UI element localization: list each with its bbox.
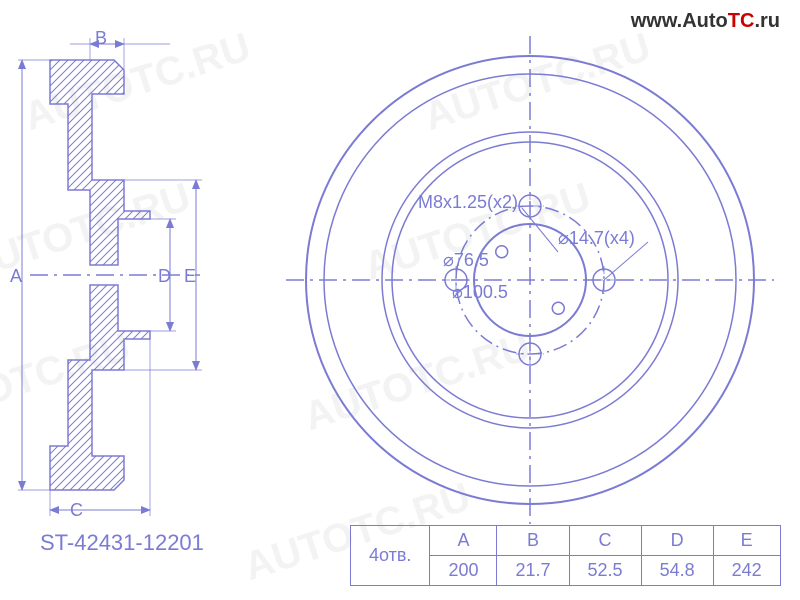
hub-dia-label: ⌀76.5 bbox=[443, 250, 489, 271]
col-C: C bbox=[569, 526, 641, 556]
val-B: 21.7 bbox=[497, 556, 569, 586]
bolt-dia-label: ⌀14.7(x4) bbox=[558, 228, 635, 249]
dim-label-E: E bbox=[184, 266, 196, 287]
dim-label-A: A bbox=[10, 266, 22, 287]
val-C: 52.5 bbox=[569, 556, 641, 586]
pcd-label: ⌀100.5 bbox=[452, 282, 508, 303]
col-E: E bbox=[713, 526, 780, 556]
thread-label: M8x1.25(x2) bbox=[418, 192, 518, 213]
col-D: D bbox=[641, 526, 713, 556]
col-B: B bbox=[497, 526, 569, 556]
val-D: 54.8 bbox=[641, 556, 713, 586]
val-E: 242 bbox=[713, 556, 780, 586]
part-number: ST-42431-12201 bbox=[40, 530, 204, 556]
table-holes-note: 4отв. bbox=[351, 526, 430, 586]
dim-label-D: D bbox=[158, 266, 171, 287]
table-row: 4отв. A B C D E bbox=[351, 526, 781, 556]
col-A: A bbox=[430, 526, 497, 556]
val-A: 200 bbox=[430, 556, 497, 586]
dim-label-C: C bbox=[70, 500, 83, 521]
dimension-table: 4отв. A B C D E 200 21.7 52.5 54.8 242 bbox=[350, 525, 781, 586]
diagram-svg bbox=[0, 0, 800, 600]
dim-label-B: B bbox=[95, 28, 107, 49]
